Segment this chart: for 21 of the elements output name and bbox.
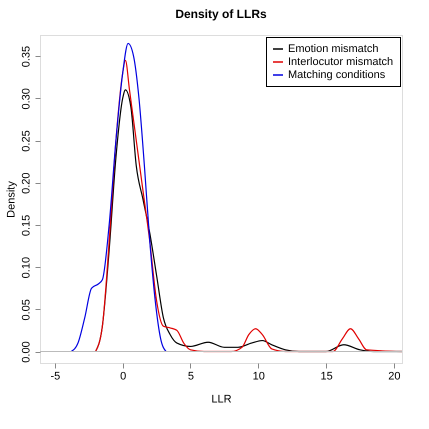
x-tick-label: -5 [50,370,60,382]
y-tick-label: 0.20 [20,172,32,194]
y-tick-label: 0.35 [20,46,32,68]
legend-label: Interlocutor mismatch [288,56,394,68]
y-tick-label: 0.15 [20,214,32,236]
x-tick-label: 15 [320,370,333,382]
legend-label: Emotion mismatch [288,43,378,55]
y-axis-title: Density [6,180,18,218]
x-tick-label: 5 [188,370,194,382]
chart-title: Density of LLRs [175,7,267,21]
legend-label: Matching conditions [288,69,386,81]
y-tick-label: 0.10 [20,256,32,278]
x-axis-title: LLR [211,394,232,406]
y-tick-label: 0.25 [20,130,32,152]
x-tick-label: 10 [252,370,265,382]
line-series [70,42,167,352]
y-tick-label: 0.00 [20,341,32,363]
y-tick-label: 0.30 [20,88,32,110]
x-tick-label: 20 [388,370,400,382]
y-tick-label: 0.05 [20,299,32,321]
x-tick-label: 0 [120,370,126,382]
